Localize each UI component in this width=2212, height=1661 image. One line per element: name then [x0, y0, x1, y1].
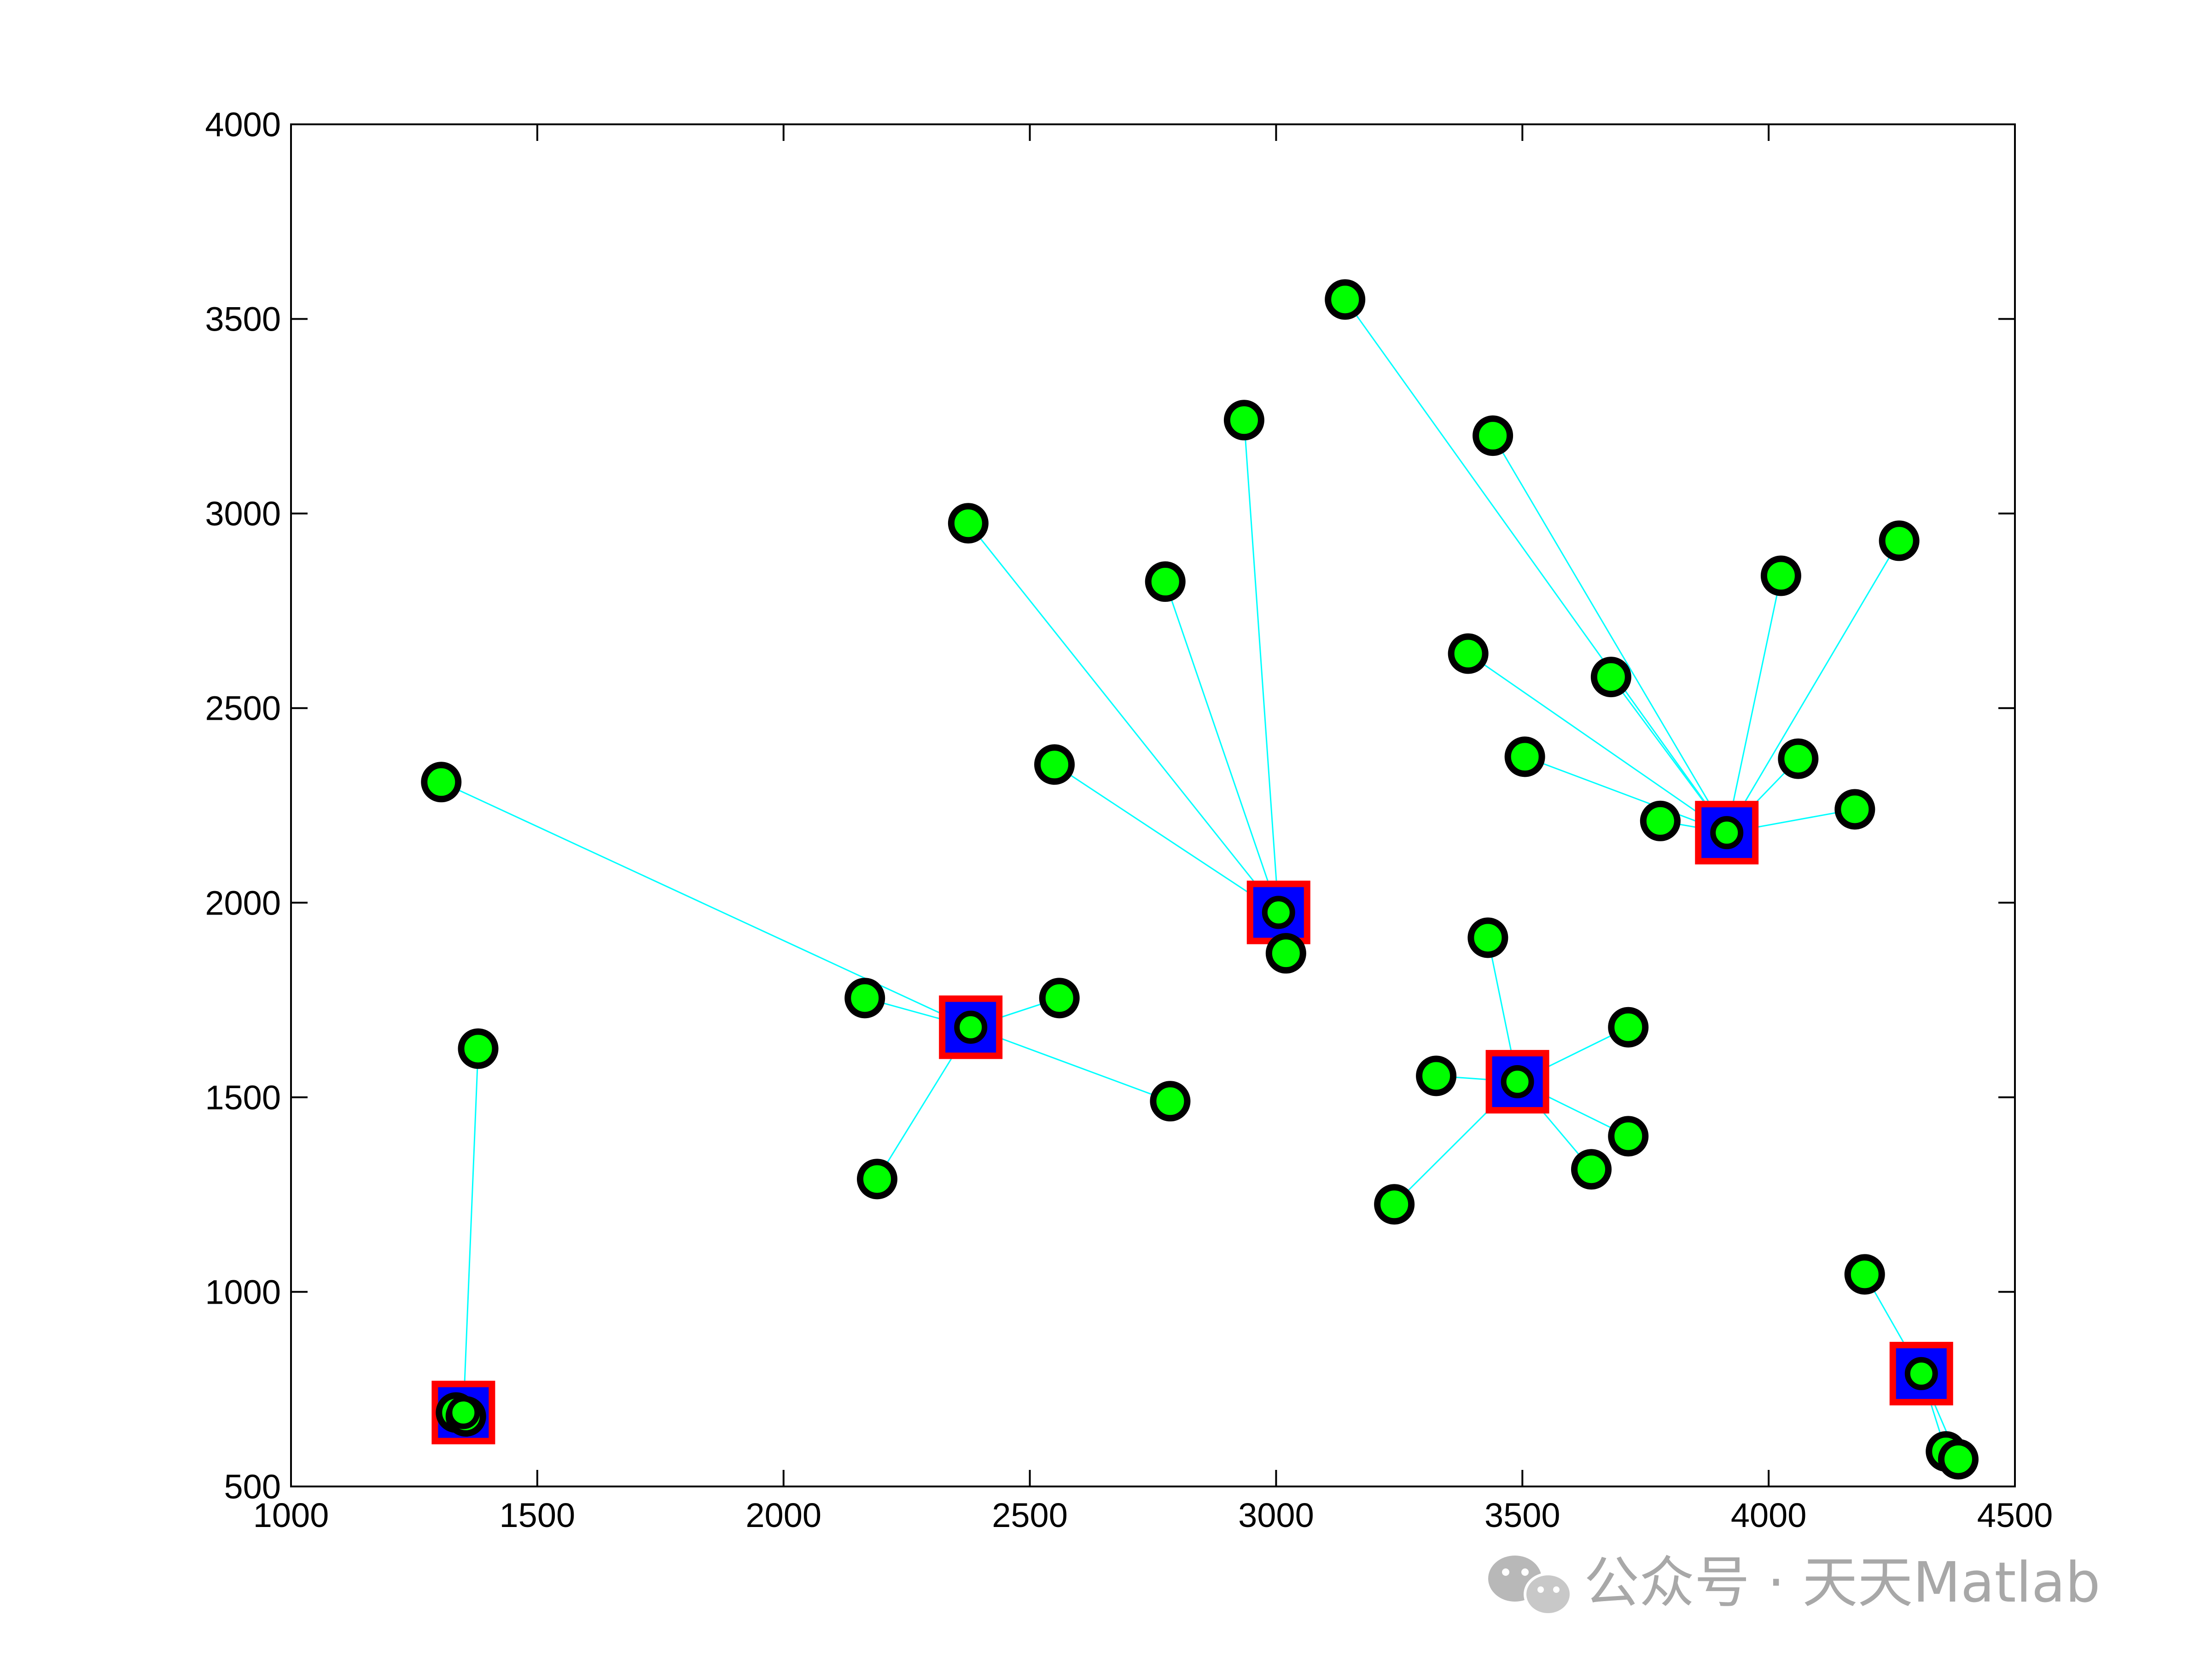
y-tick-label: 2000 — [205, 884, 281, 922]
data-point — [1034, 744, 1075, 785]
y-tick-label: 2500 — [205, 689, 281, 728]
data-point — [1223, 400, 1264, 441]
data-point — [948, 503, 989, 544]
data-point — [1640, 800, 1681, 841]
link-line — [462, 1049, 479, 1413]
x-tick-label: 1000 — [253, 1496, 329, 1534]
data-point — [1504, 736, 1545, 777]
data-point — [1374, 1184, 1415, 1225]
link-line — [1054, 764, 1279, 913]
data-point — [1325, 279, 1366, 320]
data-point — [1150, 1081, 1191, 1122]
data-point — [1608, 1116, 1649, 1157]
y-tick-label: 3500 — [205, 300, 281, 338]
link-line — [1467, 653, 1728, 833]
y-axis-ticks: 500 1000 1500 2000 2500 3000 3500 4000 — [205, 105, 2015, 1506]
center-data-point — [1904, 1357, 1938, 1390]
watermark: 公众号 · 天天Matlab — [1488, 1551, 2101, 1616]
data-point — [1844, 1254, 1885, 1295]
x-axis-ticks: 1000 1500 2000 2500 3000 3500 4000 4500 — [253, 124, 2053, 1534]
link-line — [1726, 576, 1782, 833]
data-point — [1778, 738, 1819, 779]
data-point — [1834, 789, 1875, 830]
data-point — [844, 978, 885, 1019]
data-point — [1039, 978, 1080, 1019]
data-point — [1265, 933, 1306, 974]
link-line — [441, 781, 971, 1028]
link-line — [1164, 581, 1280, 913]
link-line — [1726, 540, 1900, 833]
data-point — [1145, 561, 1186, 602]
y-tick-label: 1500 — [205, 1078, 281, 1117]
center-data-point — [1501, 1065, 1534, 1099]
data-point — [1473, 415, 1513, 456]
x-tick-label: 3000 — [1238, 1496, 1314, 1534]
y-tick-label: 1000 — [205, 1273, 281, 1311]
link-line — [1492, 435, 1728, 833]
center-data-point — [1262, 896, 1295, 929]
center-data-point — [447, 1396, 480, 1429]
y-tick-label: 500 — [224, 1468, 281, 1506]
x-tick-label: 3500 — [1484, 1496, 1560, 1534]
link-line — [1344, 299, 1728, 833]
x-tick-label: 2500 — [992, 1496, 1068, 1534]
watermark-text: 公众号 · 天天Matlab — [1584, 1551, 2101, 1615]
data-point — [1938, 1439, 1979, 1480]
link-line — [970, 1026, 1170, 1102]
link-line — [1525, 756, 1727, 833]
data-point — [1590, 657, 1631, 698]
link-line — [1243, 420, 1280, 913]
center-data-point — [954, 1010, 988, 1044]
data-point — [1608, 1007, 1649, 1048]
data-point — [1467, 917, 1508, 958]
data-point — [458, 1028, 499, 1069]
data-point — [1879, 520, 1920, 561]
data-point — [1571, 1149, 1612, 1190]
x-tick-label: 1500 — [500, 1496, 576, 1534]
data-point — [1416, 1055, 1457, 1096]
axes-box — [290, 123, 2016, 1487]
data-points — [421, 279, 1979, 1480]
cluster-center-marker — [1889, 1341, 1953, 1405]
data-point — [421, 762, 462, 803]
center-data-point — [1710, 816, 1744, 850]
wechat-icon — [1488, 1556, 1572, 1616]
x-tick-label: 4000 — [1731, 1496, 1807, 1534]
data-point — [1760, 555, 1801, 596]
x-tick-label: 2000 — [745, 1496, 821, 1534]
data-point — [856, 1159, 897, 1200]
y-tick-label: 3000 — [205, 495, 281, 533]
data-point — [1448, 633, 1489, 674]
link-line — [967, 523, 1279, 913]
y-tick-label: 4000 — [205, 105, 281, 144]
x-tick-label: 4500 — [1977, 1496, 2053, 1534]
